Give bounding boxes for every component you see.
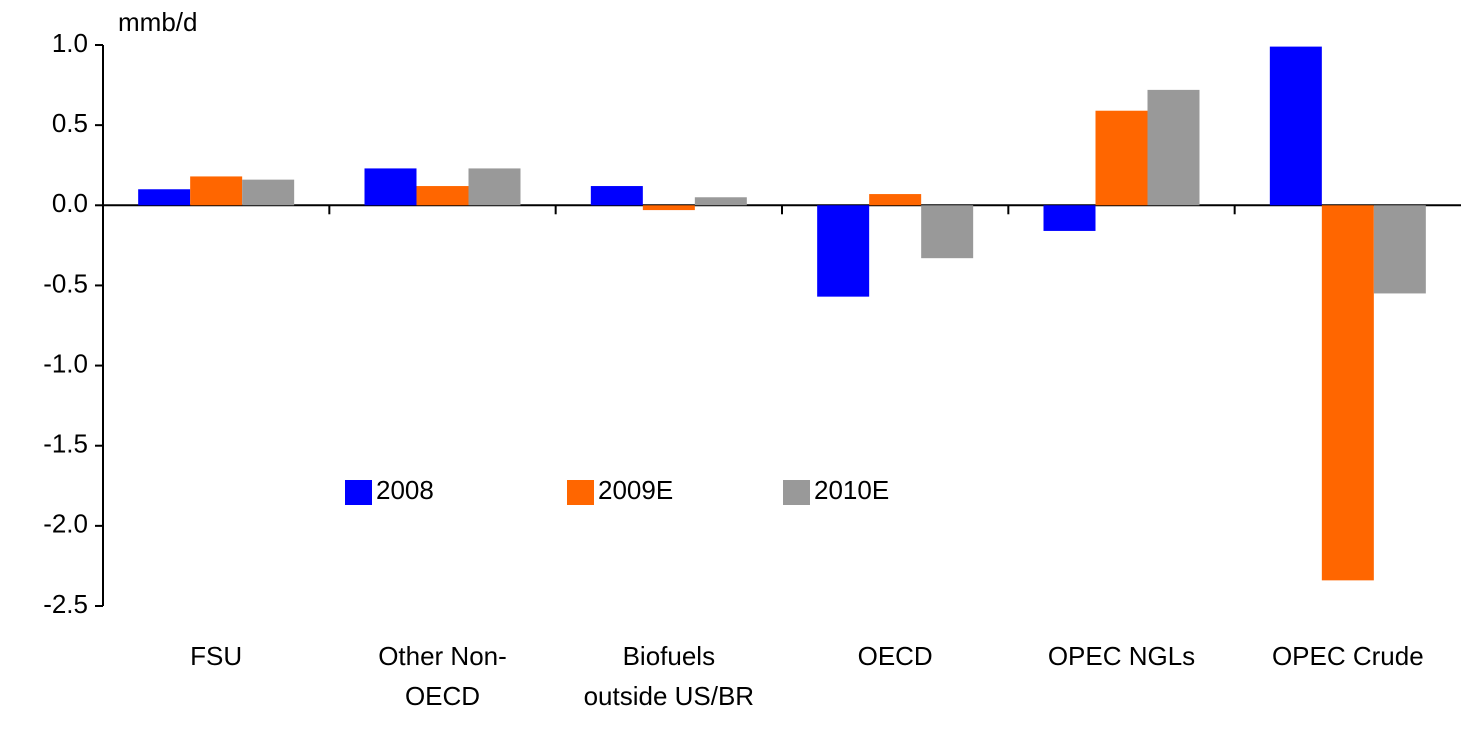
x-tick-label: FSU xyxy=(190,641,243,671)
bar xyxy=(694,197,747,206)
legend-swatch xyxy=(345,480,372,505)
bar xyxy=(364,168,417,206)
bar xyxy=(468,168,521,206)
bar xyxy=(242,179,295,206)
bar xyxy=(1043,205,1096,231)
bar xyxy=(1321,205,1374,581)
legend-swatch xyxy=(567,480,594,505)
bar xyxy=(642,205,695,211)
y-tick-label: 1.0 xyxy=(52,28,88,58)
bar xyxy=(1269,46,1322,206)
legend-swatch xyxy=(783,480,810,505)
bar xyxy=(138,189,191,206)
legend-label: 2008 xyxy=(376,475,434,505)
y-tick-label: -0.5 xyxy=(43,268,88,298)
x-tick-label: OPEC NGLs xyxy=(1047,641,1196,671)
bar xyxy=(1147,89,1200,206)
y-tick-label: 0.0 xyxy=(52,188,88,218)
x-tick-label: Biofuels outside US/BR xyxy=(583,641,755,711)
bar xyxy=(590,186,643,206)
legend-label: 2010E xyxy=(814,475,889,505)
bar xyxy=(190,176,243,206)
legend-label: 2009E xyxy=(598,475,673,505)
bar xyxy=(1095,110,1148,206)
y-tick-label: -2.0 xyxy=(43,509,88,539)
bar xyxy=(869,194,922,206)
y-tick-label: -1.0 xyxy=(43,348,88,378)
y-axis-unit: mmb/d xyxy=(118,7,197,37)
bar xyxy=(416,186,469,206)
x-tick-label: OECD xyxy=(857,641,933,671)
bar xyxy=(1373,205,1426,294)
x-tick-label: Other Non-OECD xyxy=(378,641,507,711)
bar xyxy=(817,205,870,297)
y-tick-label: -2.5 xyxy=(43,589,88,619)
bar xyxy=(921,205,974,259)
x-tick-label: OPEC Crude xyxy=(1271,641,1424,671)
y-tick-label: 0.5 xyxy=(52,108,88,138)
y-tick-label: -1.5 xyxy=(43,429,88,459)
